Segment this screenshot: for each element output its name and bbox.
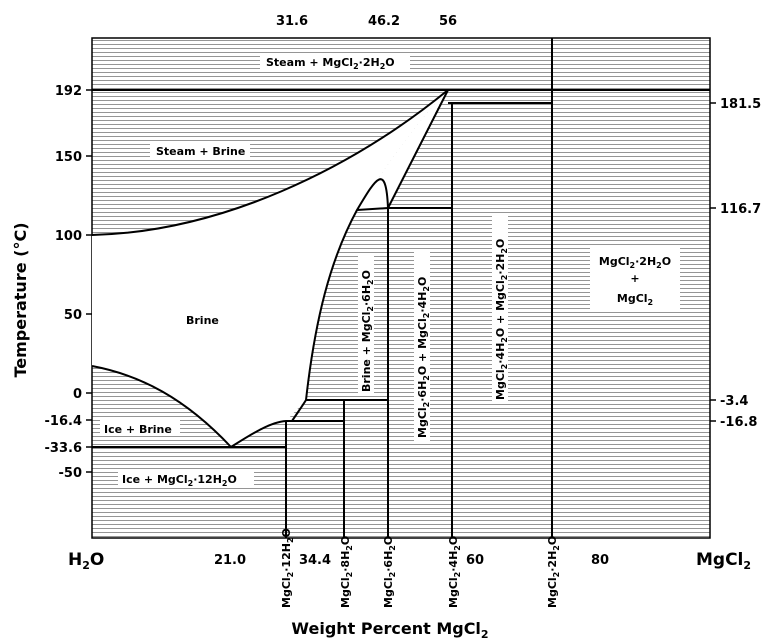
compound-label-6h2o: MgCl2·6H2O — [382, 536, 397, 608]
x-end-h2o: H2O — [68, 550, 104, 572]
region-6h2o-4h2o: MgCl2·6H2O + MgCl2·4H2O — [414, 252, 431, 442]
svg-text:MgCl2·4H2O + MgCl2·2H2O: MgCl2·4H2O + MgCl2·2H2O — [494, 239, 509, 400]
svg-text:MgCl2: MgCl2 — [617, 292, 653, 307]
brine-region — [92, 90, 448, 447]
y-tick-0: 0 — [73, 387, 82, 402]
svg-text:MgCl2·6H2O + MgCl2·4H2O: MgCl2·6H2O + MgCl2·4H2O — [416, 277, 431, 438]
2h2o-mgcl2-label-box — [590, 248, 680, 312]
svg-text:MgCl2·2H2O: MgCl2·2H2O — [599, 255, 671, 270]
svg-text:+: + — [630, 272, 639, 285]
right-tick-minus3-4: -3.4 — [720, 394, 748, 409]
svg-text:Steam + MgCl2·2H2O: Steam + MgCl2·2H2O — [266, 56, 395, 71]
y-tick-minus50: -50 — [59, 466, 83, 481]
liquidus-steam — [91, 89, 449, 236]
svg-text:Ice + Brine: Ice + Brine — [104, 423, 172, 436]
region-brine: Brine — [186, 314, 219, 327]
top-tick-31-6: 31.6 — [276, 14, 308, 29]
region-4h2o-2h2o: MgCl2·4H2O + MgCl2·2H2O — [492, 214, 509, 404]
y-tick-192: 192 — [55, 84, 82, 99]
y-tick-150: 150 — [55, 150, 82, 165]
x-axis-title: Weight Percent MgCl2 — [291, 619, 488, 639]
region-steam-brine: Steam + Brine — [150, 142, 250, 158]
y-tick-minus33-6: -33.6 — [45, 441, 82, 456]
y-axis-title: Temperature (°C) — [11, 222, 30, 377]
bottom-tick-80: 80 — [591, 553, 609, 568]
region-brine-6h2o: Brine + MgCl2·6H2O — [358, 256, 375, 396]
compound-label-4h2o: MgCl2·4H2O — [447, 536, 462, 608]
right-tick-181-5: 181.5 — [720, 97, 761, 112]
bottom-tick-21: 21.0 — [214, 553, 246, 568]
region-ice-brine: Ice + Brine — [100, 420, 180, 436]
svg-text:Brine + MgCl2·6H2O: Brine + MgCl2·6H2O — [360, 270, 375, 392]
bottom-tick-34-4: 34.4 — [299, 553, 331, 568]
compound-label-12h2o: MgCl2·12H2O — [280, 528, 295, 608]
bottom-tick-60: 60 — [466, 553, 484, 568]
compound-label-2h2o: MgCl2·2H2O — [546, 536, 561, 608]
right-tick-minus16-8: -16.8 — [720, 415, 757, 430]
y-tick-50: 50 — [64, 308, 82, 323]
top-tick-56: 56 — [439, 14, 457, 29]
svg-text:Steam + Brine: Steam + Brine — [156, 145, 245, 158]
svg-text:Ice + MgCl2·12H2O: Ice + MgCl2·12H2O — [122, 473, 237, 488]
region-ice-hydrate: Ice + MgCl2·12H2O — [118, 470, 254, 488]
region-2h2o-mgcl2: MgCl2·2H2O + MgCl2 — [599, 255, 671, 307]
compound-label-8h2o: MgCl2·8H2O — [339, 536, 354, 608]
right-tick-116-7: 116.7 — [720, 202, 761, 217]
top-tick-46-2: 46.2 — [368, 14, 400, 29]
x-end-mgcl2: MgCl2 — [696, 550, 751, 572]
y-tick-100: 100 — [55, 229, 82, 244]
y-tick-minus16-4: -16.4 — [45, 414, 82, 429]
region-steam-hydrate: Steam + MgCl2·2H2O — [260, 53, 410, 71]
left-tick-marks — [86, 89, 92, 473]
ice-liquidus — [91, 365, 232, 448]
